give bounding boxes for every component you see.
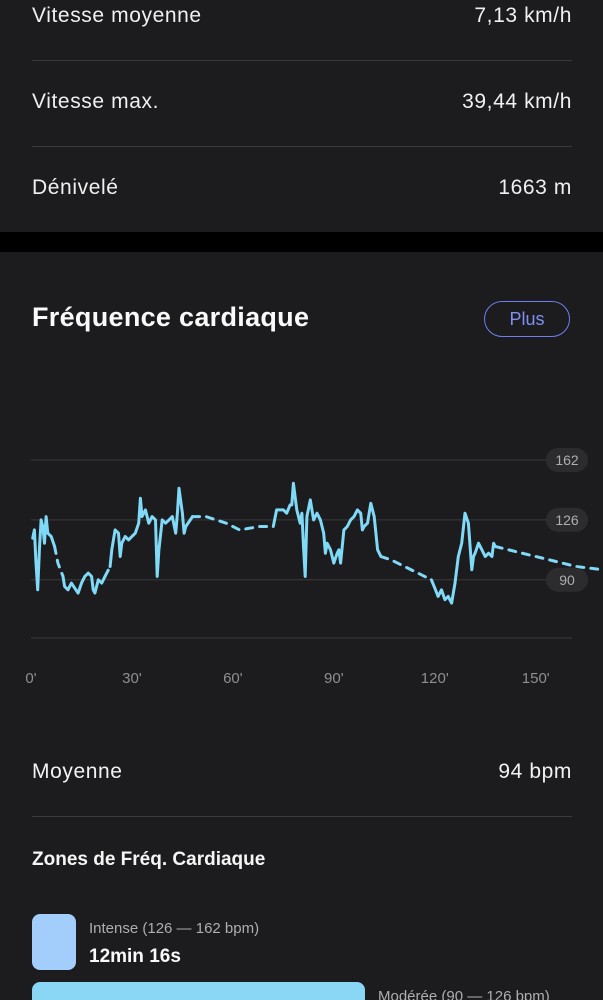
zone-intense-time: 12min 16s <box>89 946 181 967</box>
series-line-gap <box>191 515 275 532</box>
x-tick-label: 60' <box>223 670 243 687</box>
x-tick-label: 0' <box>25 670 37 687</box>
stat-row-max-speed: Vitesse max. 39,44 km/h <box>32 90 572 114</box>
stats-card: Vitesse moyenne 7,13 km/h Vitesse max. 3… <box>0 0 603 232</box>
svg-text:126: 126 <box>555 512 579 528</box>
series-line <box>271 481 383 578</box>
x-tick-label: 90' <box>324 670 344 687</box>
series-line-gap <box>53 545 65 578</box>
series-line-gap <box>493 545 603 572</box>
x-tick-label: 30' <box>122 670 142 687</box>
heart-rate-card: Fréquence cardiaque Plus 162 126 90 Moyenn… <box>0 252 603 1000</box>
y-tick-label: 90 <box>546 567 588 592</box>
average-label: Moyenne <box>32 760 123 783</box>
zone-intense-swatch <box>32 914 76 970</box>
svg-text:162: 162 <box>555 452 579 468</box>
series-line-gap <box>103 565 112 578</box>
stat-row-avg-speed: Vitesse moyenne 7,13 km/h <box>32 4 572 28</box>
series-line <box>31 515 57 592</box>
zones-title: Zones de Fréq. Cardiaque <box>32 849 266 870</box>
stat-value: 7,13 km/h <box>474 4 572 27</box>
average-value: 94 bpm <box>498 760 572 783</box>
heart-rate-title: Fréquence cardiaque <box>32 302 310 332</box>
stat-row-elevation: Dénivelé 1663 m <box>32 176 572 200</box>
zone-moderate-bar <box>32 982 365 1000</box>
heart-rate-chart: 162 126 90 <box>31 448 603 639</box>
series-line <box>108 486 194 578</box>
divider <box>32 60 572 61</box>
x-tick-label: 150' <box>521 670 550 687</box>
divider <box>32 146 572 147</box>
series-line <box>429 511 497 605</box>
stat-label: Vitesse moyenne <box>32 4 202 27</box>
more-button[interactable]: Plus <box>484 301 570 337</box>
series-line-gap <box>379 555 433 582</box>
stat-value: 39,44 km/h <box>462 90 572 113</box>
stat-value: 1663 m <box>498 176 572 199</box>
zone-intense-label: Intense (126 — 162 bpm) <box>89 920 260 937</box>
zone-moderate-label: Modérée (90 — 126 bpm) <box>378 988 550 1000</box>
series-line <box>61 571 107 595</box>
average-heart-rate-row: Moyenne 94 bpm <box>32 760 572 784</box>
x-tick-label: 120' <box>420 670 449 687</box>
stat-label: Dénivelé <box>32 176 119 199</box>
y-tick-label: 162 <box>546 448 588 472</box>
svg-text:90: 90 <box>559 572 575 588</box>
y-tick-label: 126 <box>546 507 588 532</box>
divider <box>32 816 572 817</box>
stat-label: Vitesse max. <box>32 90 160 113</box>
